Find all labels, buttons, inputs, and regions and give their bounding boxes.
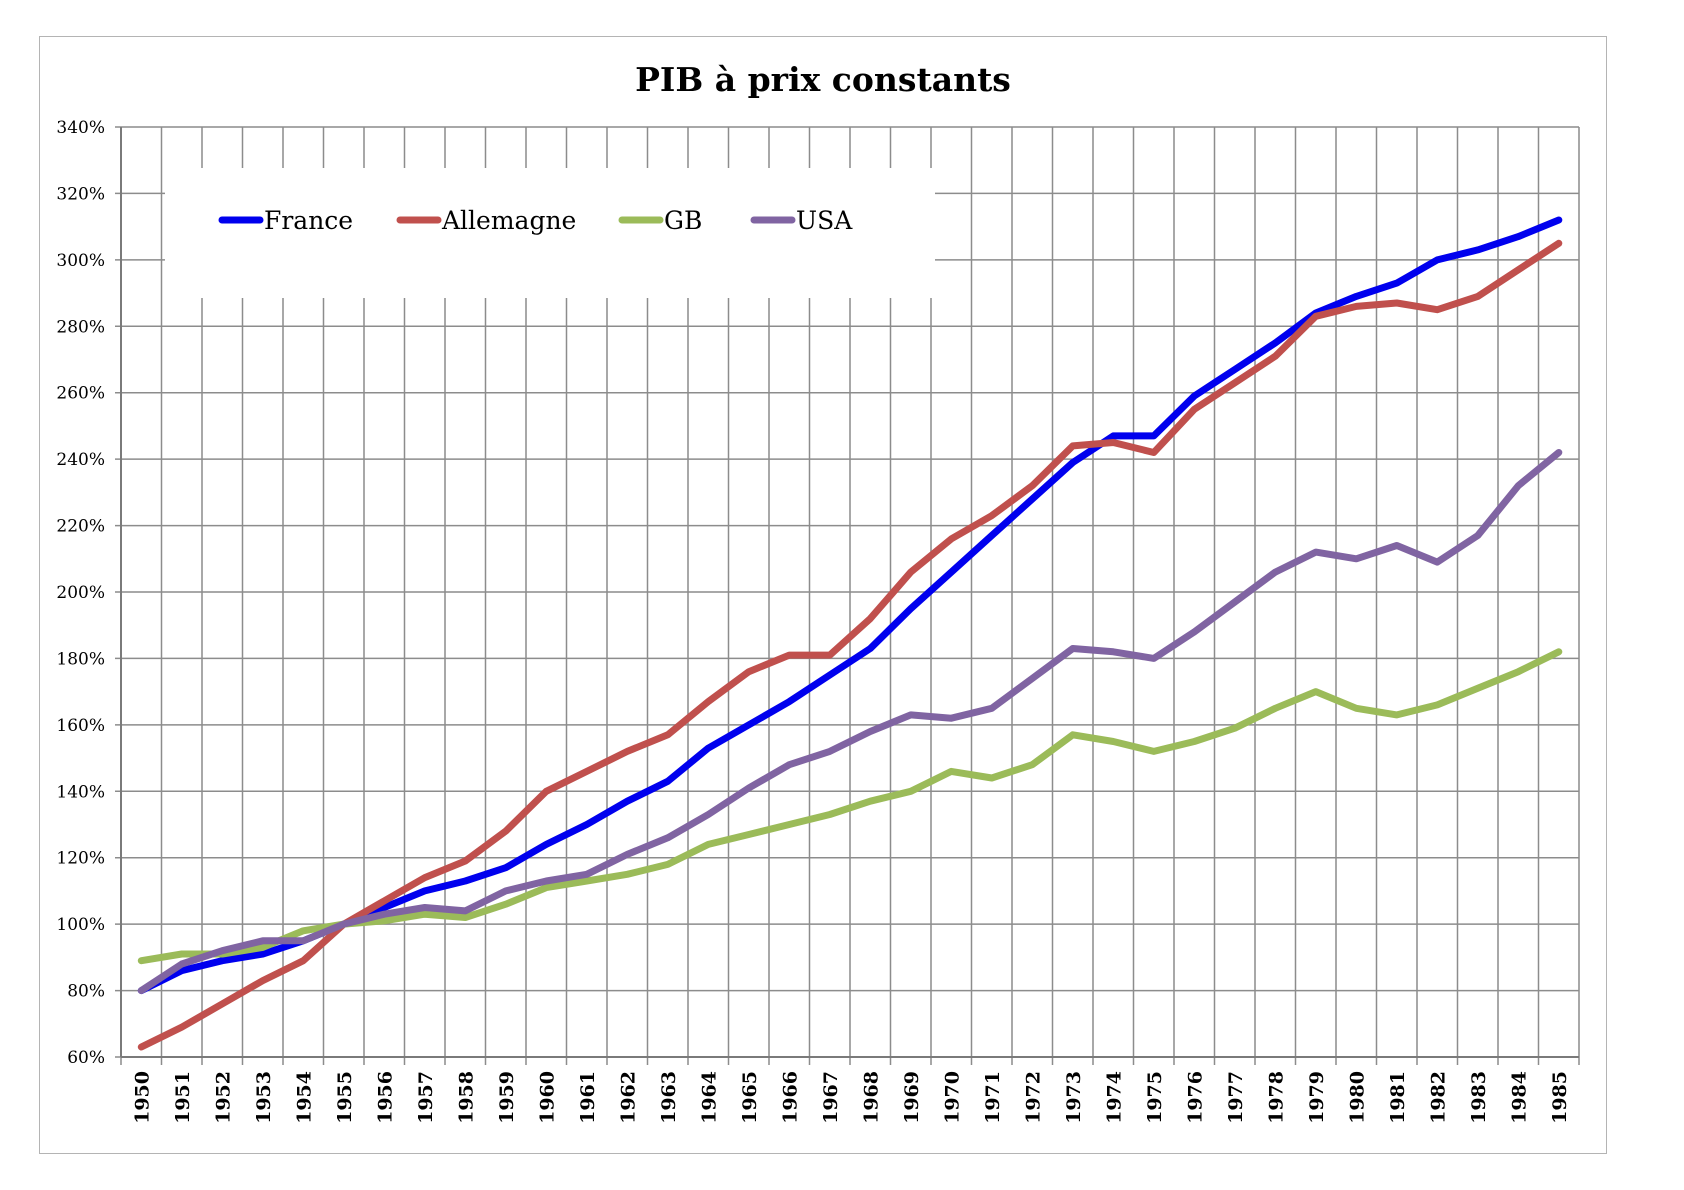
x-tick-label: 1960 [536,1071,558,1124]
y-axis-ticks: 60% 80% 100% 120% 140% 160% 180% 200% 220% 240% 26… [56,118,105,1068]
y-tick-label: 300% [56,251,105,271]
chart-title: PIB à prix constants [635,60,1011,99]
legend-label: GB [664,206,702,235]
x-tick-label: 1965 [739,1071,761,1124]
y-tick-label: 180% [56,649,105,669]
x-tick-label: 1959 [496,1071,518,1124]
x-tick-label: 1982 [1427,1071,1449,1124]
legend-label: USA [796,206,853,235]
x-tick-label: 1976 [1184,1071,1206,1124]
y-tick-label: 200% [56,583,105,603]
series-lines [137,216,1563,1051]
x-tick-label: 1968 [860,1071,882,1124]
legend-label: Allemagne [441,206,576,235]
y-tick-label: 80% [67,982,105,1002]
y-tick-label: 280% [56,317,105,337]
y-tick-label: 120% [56,849,105,869]
chart-frame: PIB à prix constants 60% 80% 100% 120% 140% 1… [39,36,1607,1154]
x-tick-label: 1973 [1063,1071,1085,1124]
legend-background [165,168,935,298]
series-line [137,449,1563,995]
x-tick-label: 1980 [1346,1071,1368,1124]
x-tick-label: 1952 [212,1071,234,1124]
y-tick-label: 340% [56,118,105,138]
x-tick-label: 1954 [293,1071,315,1124]
y-tick-label: 60% [67,1048,105,1068]
x-tick-label: 1957 [415,1071,437,1124]
x-tick-label: 1975 [1144,1071,1166,1124]
x-tick-label: 1967 [820,1071,842,1124]
x-tick-label: 1950 [131,1071,153,1124]
x-tick-label: 1969 [901,1071,923,1124]
x-tick-label: 1972 [1022,1071,1044,1124]
y-tick-label: 140% [56,782,105,802]
x-tick-label: 1970 [941,1071,963,1124]
y-tick-label: 260% [56,384,105,404]
x-tick-label: 1981 [1387,1071,1409,1124]
x-tick-label: 1984 [1508,1071,1530,1124]
x-tick-label: 1978 [1265,1071,1287,1124]
x-tick-label: 1977 [1225,1071,1247,1124]
x-tick-label: 1979 [1306,1071,1328,1124]
x-tick-label: 1966 [779,1071,801,1124]
x-axis-ticks: 1950 1951 1952 1953 1954 1955 1956 1957 1958 1959… [131,1071,1571,1124]
legend-label: France [264,206,353,235]
x-tick-label: 1983 [1468,1071,1490,1124]
y-tick-label: 160% [56,716,105,736]
x-tick-label: 1963 [658,1071,680,1124]
x-tick-label: 1956 [374,1071,396,1124]
x-tick-label: 1953 [253,1071,275,1124]
y-tick-label: 220% [56,517,105,537]
series-line [137,216,1563,995]
y-tick-label: 240% [56,450,105,470]
y-tick-label: 100% [56,915,105,935]
line-chart: PIB à prix constants 60% 80% 100% 120% 140% 1… [56,60,1580,1124]
y-tick-label: 320% [56,184,105,204]
x-tick-label: 1958 [455,1071,477,1124]
axes [120,127,1579,1058]
x-tick-label: 1955 [334,1071,356,1124]
series-line [137,239,1563,1051]
series-line [137,648,1563,965]
x-tick-label: 1985 [1549,1071,1571,1124]
x-tick-label: 1971 [982,1071,1004,1124]
x-tick-label: 1974 [1103,1071,1125,1124]
x-tick-label: 1962 [617,1071,639,1124]
x-tick-label: 1961 [577,1071,599,1124]
legend: France Allemagne GB USA [165,168,935,298]
x-tick-label: 1951 [172,1071,194,1124]
x-tick-label: 1964 [698,1071,720,1124]
